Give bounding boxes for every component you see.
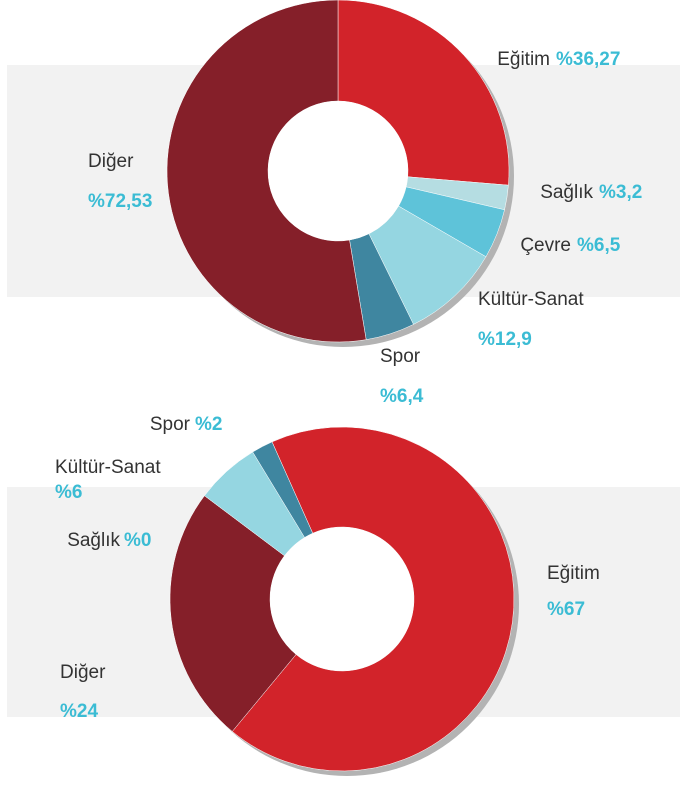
- value-label: %6: [55, 482, 82, 503]
- value-label: %0: [124, 530, 151, 551]
- category-label: Sağlık: [540, 182, 593, 203]
- value-label: %67: [547, 599, 585, 620]
- category-label: Eğitim: [497, 49, 550, 70]
- value-label: %12,9: [478, 329, 532, 350]
- value-label: %6,4: [380, 386, 424, 407]
- category-label: Diğer: [88, 151, 134, 172]
- category-label: Kültür-Sanat: [55, 457, 161, 478]
- category-label: Spor: [150, 414, 191, 435]
- category-label: Eğitim: [547, 563, 600, 584]
- donut-hole: [268, 101, 408, 241]
- value-label: %24: [60, 701, 98, 722]
- donut-hole: [270, 527, 414, 671]
- category-label: Sağlık: [67, 530, 120, 551]
- value-label: %3,2: [599, 182, 642, 203]
- value-label: %36,27: [556, 49, 620, 70]
- value-label: %6,5: [577, 235, 621, 256]
- value-label: %72,53: [88, 191, 152, 212]
- category-label: Spor: [380, 346, 421, 367]
- category-label: Diğer: [60, 662, 106, 683]
- category-label: Çevre: [520, 235, 571, 256]
- value-label: %2: [195, 414, 222, 435]
- category-label: Kültür-Sanat: [478, 289, 584, 310]
